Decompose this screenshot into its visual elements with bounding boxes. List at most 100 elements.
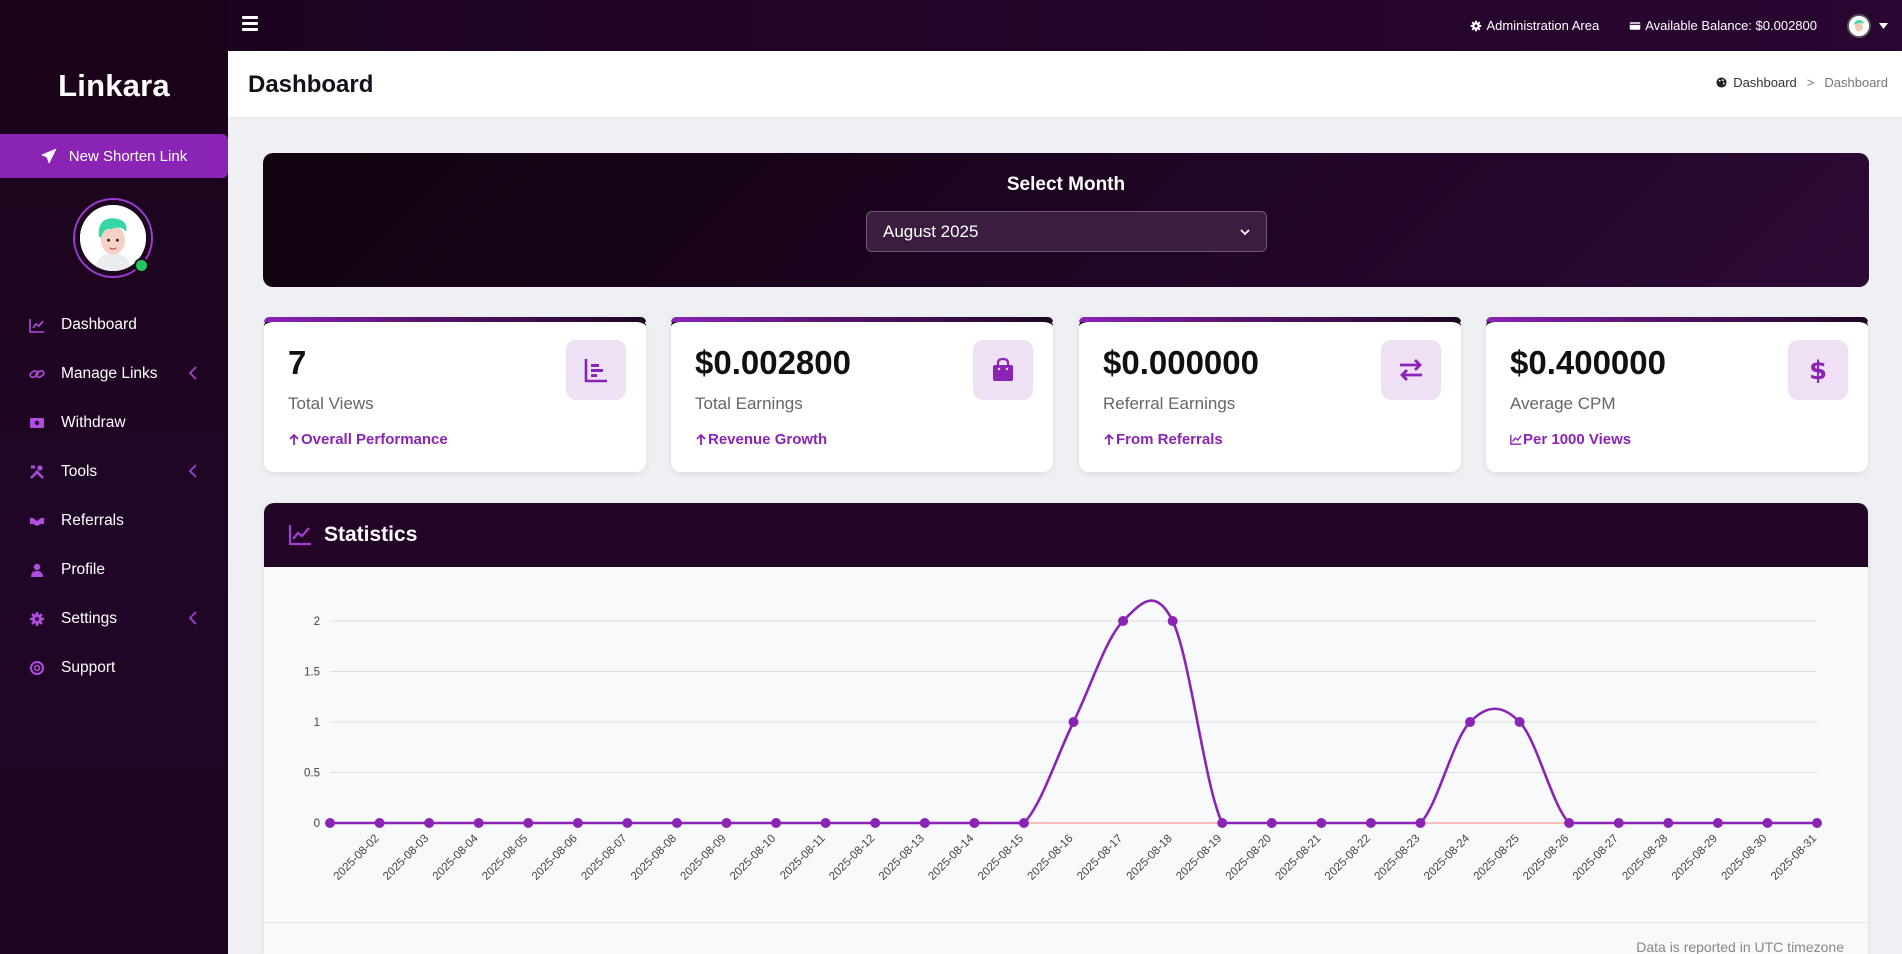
data-point[interactable]: [1266, 818, 1277, 828]
timezone-note: Data is reported in UTC timezone: [1636, 939, 1844, 954]
stat-value: $0.002800: [695, 344, 851, 381]
caret-down-icon: [1879, 22, 1888, 29]
administration-area-link[interactable]: Administration Area: [1470, 18, 1599, 33]
breadcrumb-root[interactable]: Dashboard: [1733, 75, 1797, 90]
data-point[interactable]: [969, 818, 980, 828]
x-tick-label: 2025-08-25: [1472, 833, 1522, 883]
data-point[interactable]: [1712, 818, 1723, 828]
sidebar-item-label: Referrals: [61, 511, 124, 529]
x-tick-label: 2025-08-17: [1075, 833, 1125, 883]
breadcrumb-separator: >: [1806, 75, 1815, 90]
sidebar-item-manage-links[interactable]: Manage Links: [0, 349, 228, 398]
data-point[interactable]: [1365, 818, 1376, 828]
x-tick-label: 2025-08-19: [1174, 833, 1224, 883]
x-tick-label: 2025-08-12: [827, 833, 877, 883]
page-title: Dashboard: [248, 71, 374, 98]
data-point[interactable]: [820, 818, 831, 828]
data-point[interactable]: [1812, 818, 1822, 828]
new-shorten-link-button[interactable]: New Shorten Link: [0, 134, 228, 178]
sidebar-item-label: Dashboard: [61, 315, 137, 333]
sidebar-item-tools[interactable]: Tools: [0, 447, 228, 496]
data-point[interactable]: [325, 818, 335, 828]
user-icon: [28, 561, 46, 579]
chevron-down-icon: [1240, 228, 1250, 235]
x-tick-label: 2025-08-28: [1620, 833, 1670, 883]
brand-logo[interactable]: Linkara: [58, 68, 170, 103]
data-point[interactable]: [473, 818, 484, 828]
x-tick-label: 2025-08-06: [530, 833, 580, 883]
sidebar-item-label: Settings: [61, 609, 118, 627]
x-tick-label: 2025-08-26: [1521, 833, 1571, 883]
money-bill-icon: [28, 414, 46, 432]
breadcrumb: Dashboard > Dashboard: [1716, 75, 1888, 90]
x-tick-label: 2025-08-20: [1224, 833, 1274, 883]
user-avatar[interactable]: [73, 198, 153, 278]
line-chart-icon: [1510, 434, 1522, 445]
x-tick-label: 2025-08-04: [431, 832, 482, 883]
data-point[interactable]: [1415, 818, 1426, 828]
x-tick-label: 2025-08-23: [1373, 833, 1423, 883]
stat-footer: From Referrals: [1103, 431, 1223, 448]
sidebar-nav: Dashboard Manage Links Withdraw Tools: [0, 300, 228, 692]
stat-footer: Revenue Growth: [695, 431, 827, 448]
sidebar-item-withdraw[interactable]: Withdraw: [0, 398, 228, 447]
x-tick-label: 2025-08-07: [579, 833, 629, 883]
data-point[interactable]: [1465, 717, 1476, 727]
data-point[interactable]: [1663, 818, 1674, 828]
dollar-icon: $: [1788, 340, 1848, 400]
tools-icon: [28, 463, 46, 481]
data-point[interactable]: [523, 818, 534, 828]
data-point[interactable]: [572, 818, 583, 828]
data-point[interactable]: [1762, 818, 1773, 828]
user-menu[interactable]: [1847, 13, 1888, 38]
sidebar-item-profile[interactable]: Profile: [0, 545, 228, 594]
sidebar-item-referrals[interactable]: Referrals: [0, 496, 228, 545]
chevron-left-icon: [188, 366, 197, 380]
menu-toggle-icon[interactable]: [242, 16, 258, 34]
x-tick-label: 2025-08-03: [381, 833, 431, 883]
stat-label: Average CPM: [1510, 394, 1616, 413]
stat-footer: Per 1000 Views: [1510, 431, 1631, 448]
data-point[interactable]: [1613, 818, 1624, 828]
data-point[interactable]: [1217, 818, 1228, 828]
page-header: Dashboard Dashboard > Dashboard: [228, 51, 1902, 117]
online-status-dot: [134, 258, 149, 273]
breadcrumb-current: Dashboard: [1824, 75, 1888, 90]
stat-value: $0.000000: [1103, 344, 1259, 381]
x-tick-label: 2025-08-09: [679, 833, 729, 883]
data-point[interactable]: [1316, 818, 1327, 828]
data-point[interactable]: [1564, 818, 1575, 828]
data-point[interactable]: [1118, 616, 1129, 626]
y-tick-label: 0: [314, 818, 320, 830]
x-tick-label: 2025-08-27: [1571, 833, 1621, 883]
chart-line-icon: [28, 316, 46, 334]
data-point[interactable]: [771, 818, 782, 828]
data-point[interactable]: [424, 818, 435, 828]
x-tick-label: 2025-08-29: [1670, 833, 1720, 883]
arrow-up-icon: [696, 433, 706, 445]
statistics-title: Statistics: [324, 523, 418, 546]
data-point[interactable]: [622, 818, 633, 828]
data-point[interactable]: [721, 818, 732, 828]
data-point[interactable]: [671, 818, 682, 828]
life-ring-icon: [28, 659, 46, 677]
data-point[interactable]: [1167, 616, 1178, 626]
data-point[interactable]: [1068, 717, 1079, 727]
y-tick-label: 1: [314, 717, 320, 729]
topbar: Administration Area Available Balance: $…: [228, 0, 1902, 51]
data-point[interactable]: [919, 818, 930, 828]
data-point[interactable]: [1514, 717, 1525, 727]
data-point[interactable]: [870, 818, 881, 828]
data-point[interactable]: [374, 818, 385, 828]
sidebar-item-settings[interactable]: Settings: [0, 594, 228, 643]
sidebar-item-support[interactable]: Support: [0, 643, 228, 692]
stat-footer-label: Revenue Growth: [708, 431, 828, 448]
chart-area-icon: [288, 525, 311, 546]
data-point[interactable]: [1018, 818, 1029, 828]
x-tick-label: 2025-08-11: [778, 833, 827, 882]
administration-area-label: Administration Area: [1486, 18, 1600, 33]
new-shorten-link-label: New Shorten Link: [68, 147, 188, 165]
sidebar-item-dashboard[interactable]: Dashboard: [0, 300, 228, 349]
month-select[interactable]: August 2025: [866, 211, 1267, 252]
